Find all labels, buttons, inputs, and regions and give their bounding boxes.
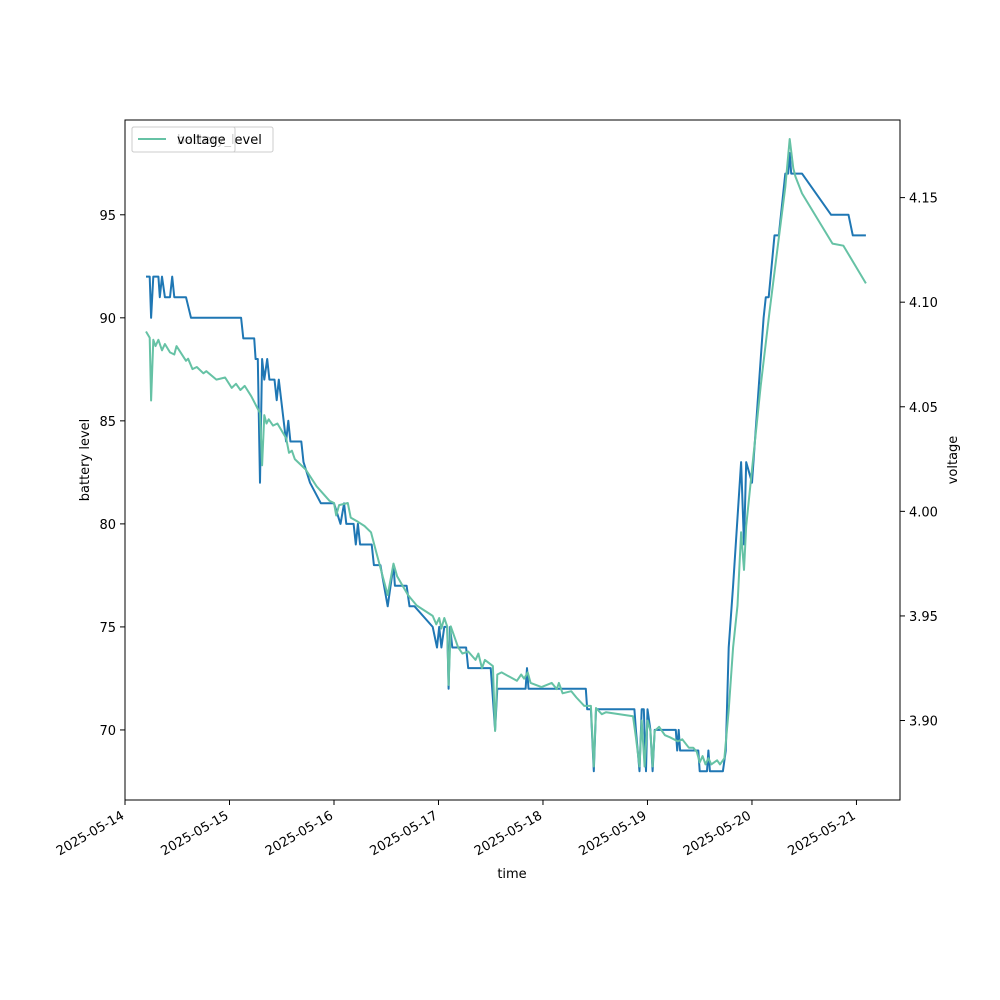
y-axis-left: 70 75 80 85 90 95 [99, 209, 125, 739]
y-right-tick-label: 3.90 [909, 715, 938, 730]
legend-label-voltage: voltage [177, 133, 226, 148]
y-axis-right-title: voltage [946, 436, 961, 485]
y-right-tick-label: 4.10 [909, 296, 938, 311]
y-left-tick-label: 80 [99, 518, 116, 533]
x-axis-title: time [497, 867, 526, 882]
legend-voltage: voltage [131, 126, 236, 153]
y-axis-right: 3.90 3.95 4.00 4.05 4.10 4.15 [900, 192, 938, 730]
plot-frame [124, 119, 901, 801]
series-line-voltage [145, 138, 867, 768]
series-layer [145, 138, 867, 773]
y-left-tick-label: 90 [99, 312, 116, 327]
legend-box-voltage [131, 126, 236, 153]
y-left-tick-label: 85 [99, 415, 116, 430]
y-axis-left-title: battery level [78, 419, 93, 502]
y-left-tick-label: 75 [99, 621, 116, 636]
y-right-tick-label: 4.00 [909, 505, 938, 520]
y-left-tick-label: 70 [99, 724, 116, 739]
y-left-tick-label: 95 [99, 209, 116, 224]
y-right-tick-label: 3.95 [909, 610, 938, 625]
y-right-tick-label: 4.05 [909, 401, 938, 416]
y-right-tick-label: 4.15 [909, 192, 938, 207]
